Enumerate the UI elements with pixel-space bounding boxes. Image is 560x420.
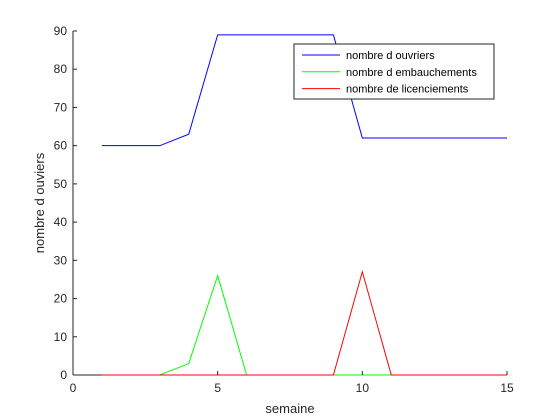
y-tick-label-60: 60 (54, 139, 68, 153)
series-line-1 (101, 34, 507, 147)
y-tick-label-90: 90 (54, 24, 68, 38)
x-tick-label-5: 5 (214, 381, 221, 395)
legend-label-2: nombre d embauchements (346, 67, 477, 79)
legend: nombre d ouvriers nombre d embauchements n… (293, 43, 495, 100)
y-tick-label-0: 0 (60, 368, 67, 382)
series-layer (101, 34, 507, 376)
x-tick-label-15: 15 (500, 381, 514, 395)
series-line-3 (101, 269, 507, 376)
y-tick-label-80: 80 (54, 62, 68, 76)
y-tick-label-70: 70 (54, 100, 68, 114)
y-tick-label-50: 50 (54, 177, 68, 191)
y-tick-label-20: 20 (54, 292, 68, 306)
legend-label-3: nombre de licenciements (346, 84, 469, 96)
ticks-layer: 0 5 10 15 0 10 20 30 40 50 60 70 80 90 (54, 24, 514, 395)
legend-label-1: nombre d ouvriers (346, 50, 435, 62)
y-tick-label-10: 10 (54, 330, 68, 344)
y-tick-label-30: 30 (54, 253, 68, 267)
x-axis-label: semaine (265, 401, 314, 416)
x-tick-label-0: 0 (70, 381, 77, 395)
y-tick-label-40: 40 (54, 215, 68, 229)
y-axis-label: nombre d ouviers (32, 152, 47, 253)
x-tick-label-10: 10 (356, 381, 370, 395)
